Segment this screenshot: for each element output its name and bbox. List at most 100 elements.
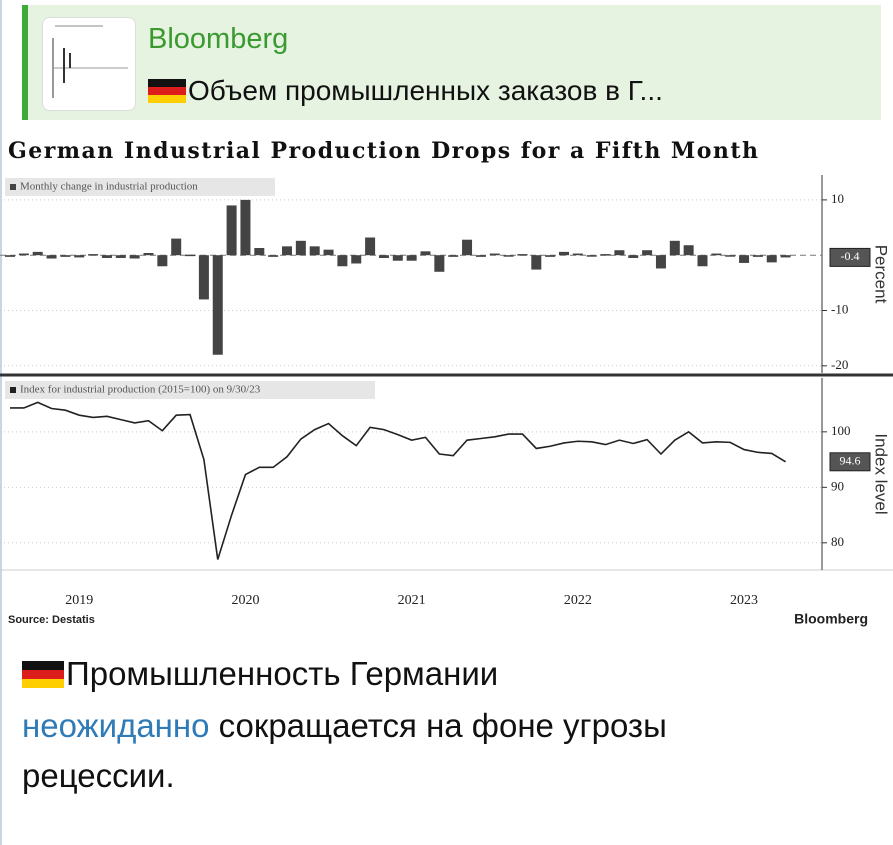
y-tick-label: 10 — [831, 191, 844, 206]
bar — [268, 255, 279, 257]
bar — [669, 240, 680, 256]
value-tag — [829, 452, 871, 472]
bar — [60, 255, 71, 257]
bar — [434, 255, 445, 272]
value-tag — [829, 247, 871, 267]
bar — [711, 253, 722, 256]
reply-author: Bloomberg — [148, 23, 289, 55]
reply-text: Объем промышленных заказов в Г... — [188, 75, 663, 106]
legend-label: Index for industrial production (2015=10… — [20, 384, 261, 396]
bar — [171, 238, 182, 256]
bar — [115, 255, 126, 258]
bar — [101, 255, 112, 258]
bar — [129, 255, 140, 259]
bar — [240, 199, 251, 256]
bar — [475, 255, 486, 257]
message-line: неожиданно сокращается на фоне угрозы — [22, 707, 667, 745]
legend-box — [5, 381, 375, 399]
bar — [572, 253, 583, 256]
bar — [725, 255, 736, 257]
x-tick-label: 2019 — [65, 593, 93, 608]
bar — [157, 255, 168, 267]
x-tick-label: 2023 — [730, 593, 758, 608]
legend-swatch — [10, 387, 16, 393]
bar — [74, 255, 85, 258]
legend-label: Monthly change in industrial production — [20, 181, 198, 193]
bar — [655, 255, 666, 269]
bar — [503, 255, 514, 257]
bar — [739, 255, 750, 263]
bar — [559, 251, 569, 256]
y-tick-label: -20 — [831, 357, 848, 372]
bar — [406, 255, 417, 261]
bar — [586, 255, 597, 257]
bar — [448, 255, 459, 257]
bar — [212, 255, 223, 355]
bar — [337, 255, 348, 267]
bar — [628, 255, 639, 258]
bar — [489, 253, 500, 256]
line — [10, 401, 787, 560]
edge — [0, 0, 2, 845]
thumb-art — [52, 25, 128, 98]
source: Source: Destatis — [8, 614, 95, 626]
message-text: Промышленность Германии — [66, 655, 499, 692]
thumbnail — [42, 17, 136, 111]
legend-swatch — [10, 184, 16, 190]
bar — [420, 251, 431, 256]
bar — [780, 255, 791, 258]
x-tick-label: 2021 — [398, 593, 426, 608]
message-line: рецессии. — [22, 757, 175, 795]
bar — [642, 250, 653, 256]
x-tick-label: 2020 — [231, 593, 259, 608]
value-label: -0.4 — [841, 249, 860, 263]
bar — [600, 254, 611, 256]
bar — [462, 239, 473, 256]
reply-text-row: Объем промышленных заказов в Г... — [148, 75, 663, 107]
bar — [683, 245, 694, 256]
bar — [365, 237, 376, 256]
chart: German Industrial Production Drops for a… — [0, 138, 893, 627]
y-axis-label: Percent — [872, 245, 891, 304]
y-tick-label: 90 — [831, 478, 844, 493]
bar — [46, 255, 57, 259]
bar — [697, 255, 708, 267]
legend-box — [5, 178, 275, 196]
bar — [531, 255, 542, 270]
y-tick-label: 100 — [831, 423, 851, 438]
chart-title: German Industrial Production Drops for a… — [8, 138, 758, 164]
bar — [88, 254, 99, 256]
y-axis-label: Index level — [872, 433, 891, 514]
value-label: 94.6 — [840, 454, 861, 468]
bar — [18, 253, 29, 256]
message-link[interactable]: неожиданно — [22, 707, 210, 744]
bar — [185, 254, 196, 257]
bar — [545, 255, 556, 257]
message-line: Промышленность Германии — [22, 655, 498, 693]
bar — [752, 255, 763, 257]
bar — [517, 254, 528, 256]
bar — [143, 252, 154, 256]
bar — [254, 248, 265, 256]
bar — [198, 255, 209, 300]
flag — [22, 661, 64, 688]
y-tick-label: 80 — [831, 534, 844, 549]
bar — [392, 255, 403, 261]
brand: Bloomberg — [794, 611, 868, 627]
bar — [614, 250, 625, 256]
flag — [148, 79, 186, 103]
x-tick-label: 2022 — [564, 593, 592, 608]
message-text: сокращается на фоне угрозы — [218, 707, 667, 744]
bar — [32, 251, 43, 256]
message-text: рецессии. — [22, 757, 175, 794]
bar — [378, 255, 389, 258]
bar — [5, 255, 15, 257]
bar — [766, 255, 777, 263]
y-tick-label: -10 — [831, 301, 848, 316]
bar — [309, 246, 320, 256]
bar — [226, 205, 237, 256]
bar — [295, 240, 306, 256]
bar — [351, 255, 362, 264]
reply-preview[interactable]: Bloomberg Объем промышленных заказов в Г… — [22, 5, 881, 120]
